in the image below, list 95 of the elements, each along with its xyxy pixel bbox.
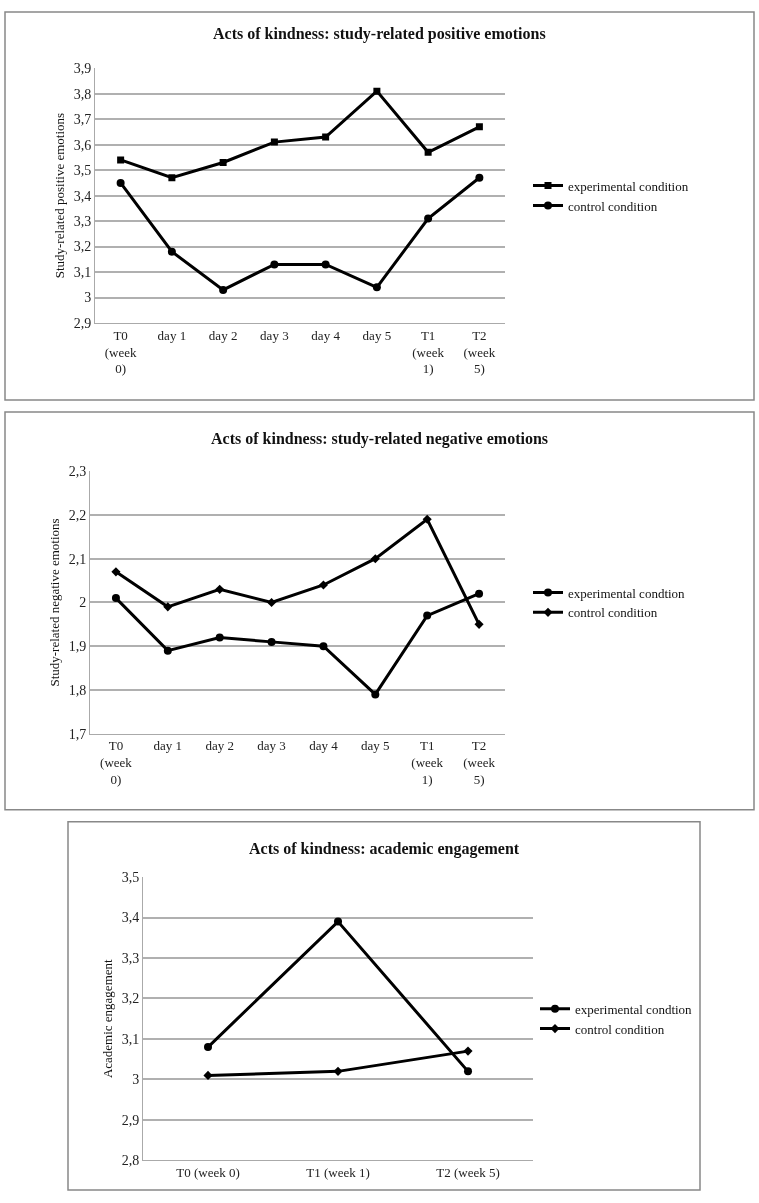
point [215, 584, 225, 594]
y-tick-label: 3,8 [73, 86, 92, 102]
point [270, 260, 279, 269]
point [424, 148, 432, 156]
point [168, 174, 176, 182]
point [371, 690, 380, 699]
point [464, 1067, 472, 1076]
point [373, 87, 381, 95]
point [270, 138, 278, 146]
y-tick-label: 3,9 [73, 61, 92, 77]
x-tick-label: day 2 [208, 327, 238, 343]
point [204, 1043, 212, 1052]
y-tick-label: 1,7 [68, 726, 87, 742]
point [322, 133, 330, 141]
point [117, 156, 125, 164]
point [424, 214, 433, 223]
y-axis-title: Study-related positive emotions [51, 112, 67, 279]
x-tick-label: day 4 [311, 327, 341, 343]
legend-label: control condition [575, 1021, 665, 1037]
point [219, 159, 227, 166]
x-tick-label: day 5 [362, 327, 392, 343]
chart-title: Acts of kindness: study-related positive emotions [213, 25, 546, 43]
x-tick-label: T0 (week 0) [176, 1165, 240, 1181]
x-tick-label: day 5 [361, 738, 390, 754]
y-tick-label: 2 [79, 595, 87, 611]
point [475, 173, 484, 182]
x-tick-label: T2 (week 5) [436, 1165, 500, 1181]
point [474, 619, 484, 629]
point [318, 580, 328, 590]
x-tick-label: T0 (week 0) [100, 738, 133, 788]
point [370, 554, 380, 564]
y-tick-label: 3,1 [73, 264, 92, 280]
x-tick-label: day 4 [309, 738, 339, 754]
y-tick-label: 3 [84, 290, 92, 306]
x-tick-label: T1 (week 1) [306, 1165, 370, 1181]
point [475, 123, 483, 131]
point [111, 594, 120, 603]
legend-label: experimental condition [568, 178, 689, 194]
point [215, 633, 224, 642]
point [423, 611, 432, 620]
point [116, 178, 125, 187]
y-tick-label: 1,8 [68, 682, 87, 698]
x-tick-label: T1 (week 1) [412, 327, 445, 377]
legend-label: experimental condtion [568, 585, 686, 601]
y-axis-title: Academic engagement [99, 958, 115, 1079]
point [267, 637, 276, 646]
x-tick-label: T2 (week 5) [463, 327, 496, 377]
point [372, 283, 381, 292]
point [167, 247, 176, 256]
y-tick-label: 2,9 [73, 315, 92, 331]
point [163, 646, 172, 655]
y-tick-label: 2,8 [121, 1153, 140, 1169]
x-tick-label: T1 (week 1) [411, 738, 444, 788]
x-tick-label: day 3 [257, 738, 286, 754]
y-tick-label: 3,7 [73, 112, 92, 128]
legend-label: control condition [568, 605, 658, 621]
point [463, 1046, 473, 1056]
x-tick-label: day 1 [157, 327, 187, 343]
legend-label: control condition [568, 198, 658, 214]
point [267, 597, 277, 608]
point [334, 917, 342, 926]
y-tick-label: 1,9 [68, 639, 87, 655]
point [321, 260, 330, 269]
x-tick-label: day 1 [153, 738, 183, 754]
y-tick-label: 3,4 [73, 188, 92, 204]
y-tick-label: 2,1 [68, 551, 87, 567]
y-tick-label: 3,5 [73, 163, 92, 179]
x-tick-label: T2 (week 5) [463, 738, 496, 788]
point [203, 1070, 213, 1080]
point [422, 514, 432, 524]
chart-title: Acts of kindness: academic engagement [249, 840, 520, 858]
y-tick-label: 3,4 [121, 910, 140, 926]
chart-title: Acts of kindness: study-related negative emotions [211, 430, 549, 448]
y-tick-label: 3,6 [73, 137, 92, 153]
y-tick-label: 3 [132, 1072, 140, 1088]
y-tick-label: 3,2 [73, 239, 92, 255]
x-tick-label: day 3 [260, 327, 289, 343]
y-tick-label: 2,3 [68, 464, 87, 480]
point [219, 285, 228, 294]
y-tick-label: 2,2 [68, 507, 87, 523]
y-tick-label: 3,1 [121, 1031, 140, 1047]
point [319, 642, 328, 651]
y-tick-label: 3,2 [121, 991, 140, 1007]
y-tick-label: 3,3 [73, 214, 92, 229]
point [111, 567, 121, 577]
point [333, 1066, 343, 1076]
point [475, 589, 484, 598]
y-tick-label: 3,5 [121, 869, 140, 885]
y-tick-label: 2,9 [121, 1112, 140, 1128]
point [163, 602, 173, 612]
y-axis-title: Study-related negative emotions [46, 518, 62, 687]
x-tick-label: T0 (week 0) [104, 327, 137, 377]
x-tick-label: day 2 [205, 738, 234, 754]
legend-label: experimental condtion [575, 1001, 693, 1017]
y-tick-label: 3,3 [121, 950, 140, 966]
